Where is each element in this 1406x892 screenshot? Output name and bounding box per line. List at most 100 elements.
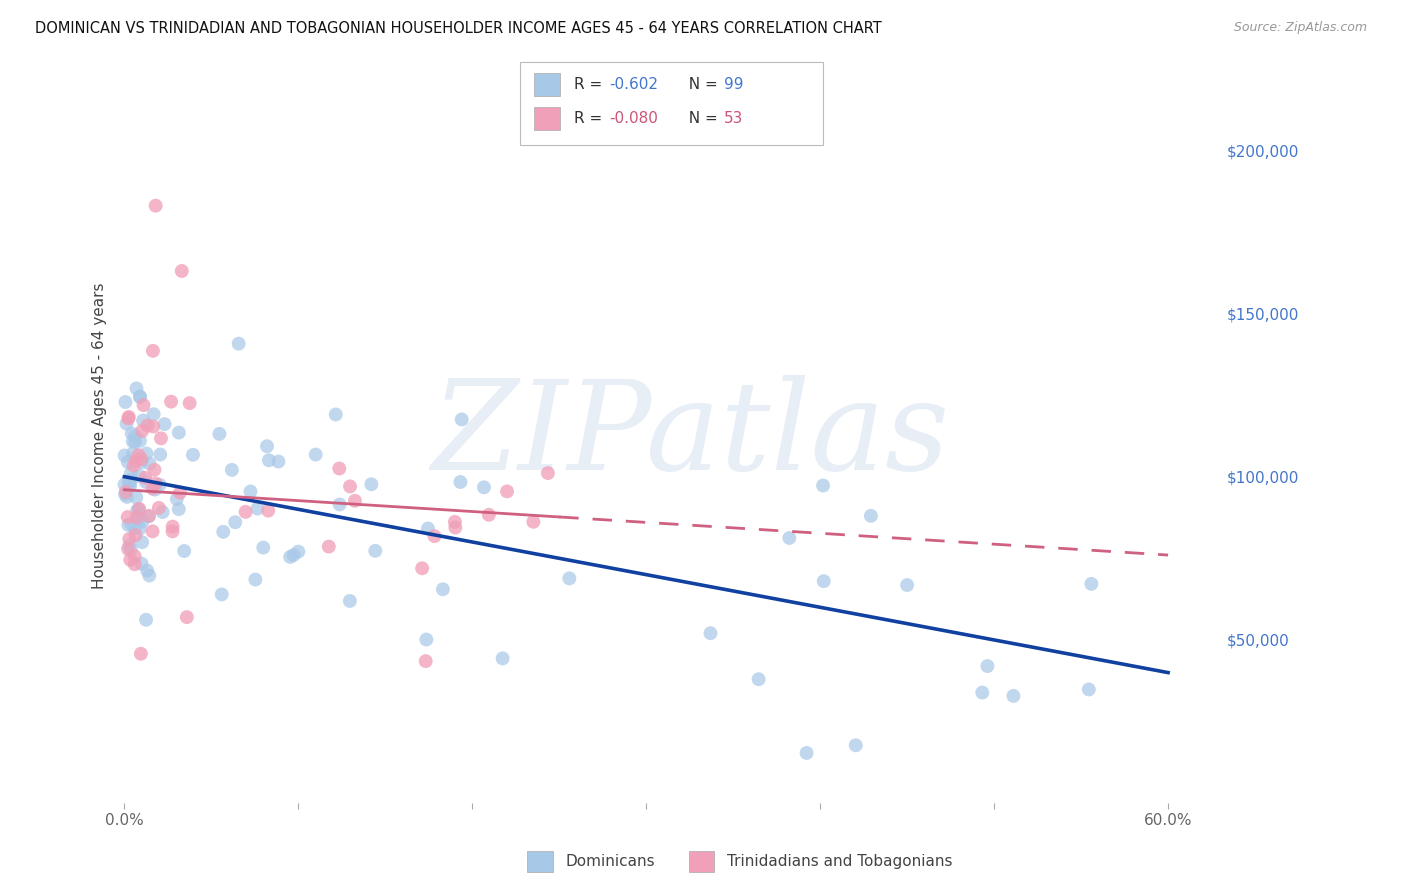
Text: Source: ZipAtlas.com: Source: ZipAtlas.com <box>1233 21 1367 34</box>
Point <box>149 448 172 462</box>
Text: ZIPatlas: ZIPatlas <box>432 375 949 497</box>
Point <box>181 448 204 462</box>
Point <box>136 418 159 433</box>
Point <box>128 511 150 525</box>
Point <box>257 453 280 467</box>
Point <box>167 425 190 440</box>
Point <box>114 477 136 491</box>
Point <box>118 409 141 424</box>
Point <box>162 519 184 533</box>
Point <box>364 543 387 558</box>
Point <box>129 434 152 448</box>
Point <box>121 426 143 441</box>
Point <box>748 672 770 686</box>
Text: Trinidadians and Tobagonians: Trinidadians and Tobagonians <box>727 855 952 869</box>
Point <box>122 458 145 473</box>
Point <box>131 452 153 467</box>
Text: DOMINICAN VS TRINIDADIAN AND TOBAGONIAN HOUSEHOLDER INCOME AGES 45 - 64 YEARS CO: DOMINICAN VS TRINIDADIAN AND TOBAGONIAN … <box>35 21 882 36</box>
Point <box>142 407 165 421</box>
Point <box>522 515 544 529</box>
Point <box>115 490 138 504</box>
Point <box>328 461 350 475</box>
Point <box>135 613 157 627</box>
Point <box>114 487 136 501</box>
Point <box>142 482 165 496</box>
Point <box>132 398 155 412</box>
Point <box>125 510 148 524</box>
Point <box>239 484 262 499</box>
Point <box>118 475 141 489</box>
Point <box>125 381 148 395</box>
Point <box>125 491 148 505</box>
Point <box>423 529 446 543</box>
Point <box>124 528 146 542</box>
Point <box>267 454 290 468</box>
Point <box>120 553 142 567</box>
Point <box>224 515 246 529</box>
Point <box>124 558 146 572</box>
Point <box>129 390 152 404</box>
Point <box>415 632 437 647</box>
Text: 99: 99 <box>724 78 744 92</box>
Point <box>305 448 328 462</box>
Point <box>124 434 146 449</box>
Point <box>114 449 136 463</box>
Point <box>166 491 188 506</box>
Point <box>117 518 139 533</box>
Point <box>444 520 467 534</box>
Text: Dominicans: Dominicans <box>565 855 655 869</box>
Point <box>143 463 166 477</box>
Text: R =: R = <box>574 112 607 126</box>
Point <box>148 500 170 515</box>
Point <box>127 503 149 517</box>
Point <box>360 477 382 491</box>
Point <box>343 493 366 508</box>
Point <box>117 541 139 556</box>
Point <box>211 587 233 601</box>
Point <box>496 484 519 499</box>
Point <box>228 336 250 351</box>
Point <box>129 647 152 661</box>
Point <box>121 434 143 449</box>
Point <box>318 540 340 554</box>
Point <box>778 531 800 545</box>
Point <box>221 463 243 477</box>
Point <box>114 395 136 409</box>
Point <box>167 502 190 516</box>
Point <box>478 508 501 522</box>
Text: N =: N = <box>679 112 723 126</box>
Point <box>325 408 347 422</box>
Point <box>245 573 267 587</box>
Point <box>118 539 141 553</box>
Point <box>449 475 471 489</box>
Point <box>170 264 193 278</box>
Point <box>162 524 184 539</box>
Point <box>136 564 159 578</box>
Point <box>120 542 142 557</box>
Point <box>796 746 818 760</box>
Text: 53: 53 <box>724 112 744 126</box>
Point <box>1002 689 1025 703</box>
Point <box>117 411 139 425</box>
Point <box>256 439 278 453</box>
Point <box>859 508 882 523</box>
Point <box>811 478 834 492</box>
Point <box>491 651 513 665</box>
Point <box>142 419 165 434</box>
Point <box>118 479 141 493</box>
Point <box>142 343 165 358</box>
Point <box>160 394 183 409</box>
Point <box>699 626 721 640</box>
Point <box>153 417 176 432</box>
Point <box>120 466 142 480</box>
Point <box>283 548 305 562</box>
Point <box>131 424 153 438</box>
Point <box>339 594 361 608</box>
Point <box>1080 577 1102 591</box>
Point <box>339 479 361 493</box>
Point <box>118 532 141 546</box>
Point <box>115 417 138 431</box>
Point <box>179 396 201 410</box>
Point <box>149 431 172 445</box>
Point <box>278 549 301 564</box>
